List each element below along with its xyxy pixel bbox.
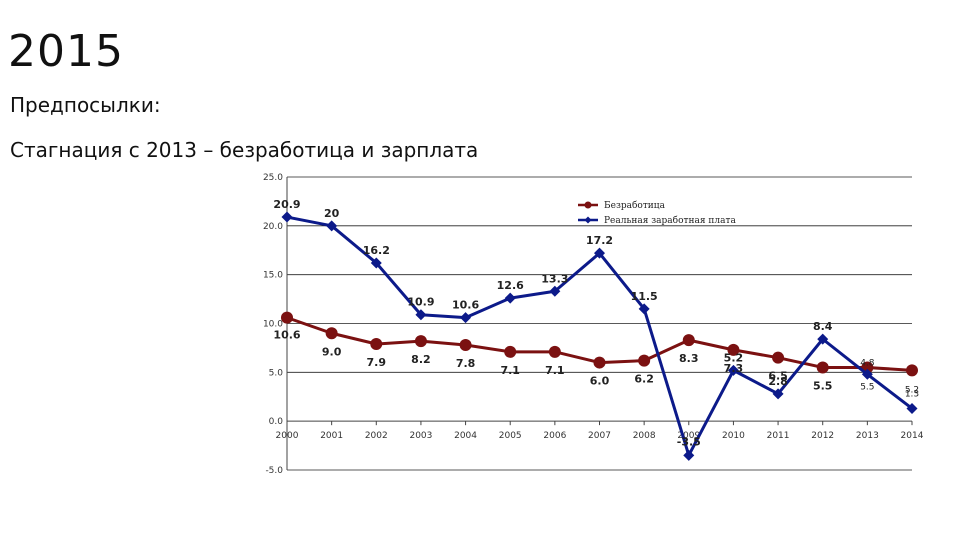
x-tick-label: 2008 (633, 431, 656, 441)
x-tick-label: 2000 (276, 431, 299, 441)
unemployment-point (370, 338, 383, 351)
x-tick-label: 2002 (365, 431, 388, 441)
unemployment-point (638, 354, 651, 367)
legend-marker (584, 216, 592, 224)
unemployment-point (906, 364, 918, 377)
y-tick-label: 0.0 (269, 417, 284, 427)
unemployment-data-label: 7.9 (367, 356, 387, 369)
subtitle-preconditions: Предпосылки: (10, 93, 161, 117)
unemployment-data-label: 6.5 (768, 370, 788, 383)
unemployment-point (281, 311, 293, 324)
legend-marker (584, 201, 592, 209)
real-wage-point (594, 247, 605, 259)
x-tick-label: 2006 (543, 431, 566, 441)
real-wage-data-label: 4.8 (860, 358, 875, 368)
unemployment-data-label: 6.2 (634, 373, 654, 386)
unemployment-data-label: 7.8 (456, 357, 476, 370)
y-tick-label: 25.0 (263, 173, 283, 183)
y-tick-label: -5.0 (265, 466, 283, 476)
y-tick-label: 10.0 (263, 320, 283, 330)
real-wage-point (638, 303, 650, 315)
real-wage-point (281, 211, 293, 223)
real-wage-data-label: 20 (324, 207, 340, 220)
real-wage-data-label: 20.9 (273, 198, 300, 211)
real-wage-point (415, 309, 427, 321)
unemployment-data-label: 6.0 (590, 375, 610, 388)
x-tick-label: 2013 (856, 431, 879, 441)
subtitle-stagnation: Стагнация с 2013 – безработица и зарплат… (10, 138, 479, 162)
real-wage-data-label: 13.3 (541, 272, 568, 285)
real-wage-data-label: 5.2 (724, 351, 744, 364)
unemployment-data-label: 5.5 (813, 379, 833, 392)
unemployment-data-label: 5.5 (860, 382, 874, 392)
slide-title: 2015 (8, 26, 124, 77)
real-wage-point (683, 449, 695, 461)
real-wage-data-label: 1.3 (905, 389, 919, 399)
real-wage-point (460, 312, 472, 324)
real-wage-data-label: 16.2 (363, 244, 390, 257)
real-wage-point (727, 364, 739, 376)
real-wage-point (370, 257, 382, 269)
y-tick-label: 5.0 (269, 368, 284, 378)
y-tick-label: 20.0 (263, 222, 283, 232)
unemployment-point (548, 345, 561, 358)
real-wage-point (861, 368, 873, 380)
unemployment-point (682, 334, 695, 347)
y-tick-label: 15.0 (263, 271, 283, 281)
unemployment-point (593, 356, 606, 369)
unemployment-data-label: 7.1 (545, 364, 565, 377)
unemployment-data-label: 9.0 (322, 345, 342, 358)
legend-entry: Реальная заработная плата (604, 215, 736, 226)
real-wage-point (906, 402, 918, 414)
x-tick-label: 2012 (811, 431, 834, 441)
real-wage-data-label: 11.5 (631, 290, 658, 303)
x-tick-label: 2014 (901, 431, 924, 441)
real-wage-data-label: 8.4 (813, 320, 833, 333)
unemployment-point (504, 345, 517, 358)
unemployment-data-label: 8.3 (679, 352, 699, 365)
unemployment-data-label: 7.1 (500, 364, 520, 377)
real-wage-point (817, 333, 829, 345)
x-tick-label: 2011 (767, 431, 790, 441)
real-wage-data-label: 2.8 (768, 375, 788, 388)
legend-entry: Безработица (604, 200, 666, 211)
real-wage-point (326, 220, 338, 232)
x-tick-label: 2007 (588, 431, 611, 441)
x-tick-label: 2009 (677, 431, 700, 441)
unemployment-data-label: 10.6 (273, 329, 300, 342)
unemployment-data-label: 8.2 (411, 353, 431, 366)
unemployment-point (772, 351, 785, 364)
real-wage-data-label: -3.5 (677, 435, 701, 448)
x-tick-label: 2001 (320, 431, 343, 441)
x-tick-label: 2003 (409, 431, 432, 441)
real-wage-point (772, 388, 784, 400)
x-tick-label: 2010 (722, 431, 745, 441)
unemployment-data-label: 5.2 (905, 385, 919, 395)
real-wage-data-label: 17.2 (586, 234, 613, 247)
real-wage-data-label: 10.9 (407, 296, 434, 309)
x-tick-label: 2005 (499, 431, 522, 441)
real-wage-data-label: 10.6 (452, 299, 479, 312)
unemployment-point (414, 335, 427, 348)
unemployment-point (727, 343, 740, 356)
unemployment-point (816, 361, 829, 374)
real-wage-point (549, 285, 561, 297)
real-wage-data-label: 12.6 (497, 279, 524, 292)
real-wage-point (504, 292, 516, 304)
unemployment-data-label: 7.3 (724, 362, 744, 375)
x-tick-label: 2004 (454, 431, 477, 441)
unemployment-point (325, 327, 338, 340)
unemployment-point (459, 338, 472, 351)
